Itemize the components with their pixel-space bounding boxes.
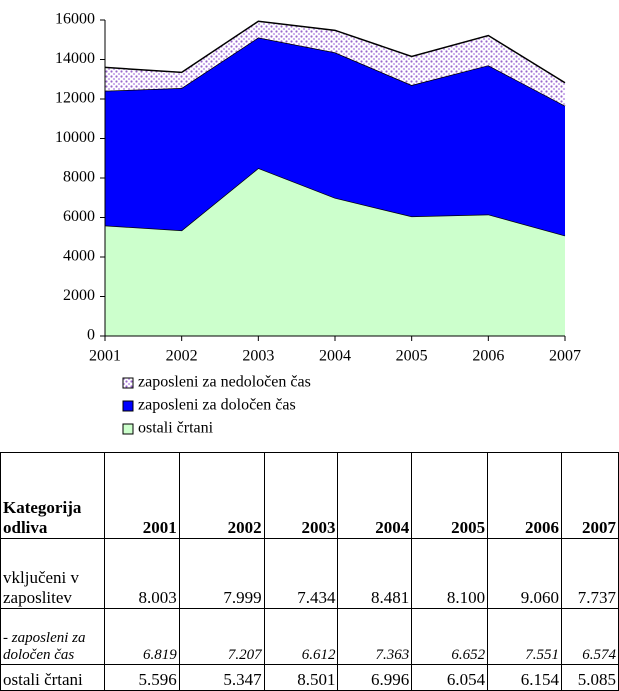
chart: 0 2000 4000 6000 8000 10000 12000 14000 16000 200… <box>55 11 581 437</box>
area <box>105 37 565 236</box>
x-tick-label: 2006 <box>472 348 504 365</box>
cell: 6.612 <box>263 608 339 665</box>
table-row: - zaposleni za določen čas 6.819 7.207 6.61… <box>0 608 619 665</box>
cell: 6.652 <box>411 608 489 665</box>
x-tick-label: 2004 <box>319 348 351 365</box>
cell: 8.481 <box>337 538 413 609</box>
y-tick-label: 6000 <box>63 208 95 225</box>
row-label: ostali črtani <box>0 664 105 691</box>
cell: 7.551 <box>487 608 563 665</box>
cell: 6.154 <box>487 664 563 691</box>
cell: 9.060 <box>487 538 563 609</box>
cell: 5.347 <box>178 664 265 691</box>
x-tick-label: 2007 <box>549 348 581 365</box>
header-cell: 2005 <box>411 452 489 539</box>
x-tick-label: 2005 <box>396 348 428 365</box>
legend-label: zaposleni za nedoločen čas <box>138 374 311 391</box>
cell: 6.996 <box>337 664 413 691</box>
y-tick-label: 8000 <box>63 169 95 186</box>
data-table: Kategorija odliva 2001 2002 2003 2004 2005 200… <box>0 452 619 691</box>
y-tick-label: 16000 <box>55 11 95 28</box>
cell: 6.819 <box>103 608 180 665</box>
cell: 7.363 <box>337 608 413 665</box>
legend-swatch <box>122 377 134 389</box>
cell: 5.596 <box>103 664 180 691</box>
header-cell: 2002 <box>178 452 265 539</box>
header-cell: Kategorija odliva <box>0 452 105 539</box>
y-tick-label: 0 <box>87 327 95 344</box>
y-tick-label: 10000 <box>55 129 95 146</box>
header-cell: 2001 <box>103 452 180 539</box>
legend-label: ostali črtani <box>138 420 214 437</box>
header-cell: 2007 <box>561 452 619 539</box>
cell: 7.434 <box>263 538 339 609</box>
cell: 7.207 <box>178 608 265 665</box>
cell: 8.501 <box>263 664 339 691</box>
cell: 8.003 <box>103 538 180 609</box>
cell: 6.054 <box>411 664 489 691</box>
legend-label: zaposleni za določen čas <box>138 397 296 414</box>
area <box>105 168 565 336</box>
x-tick-label: 2003 <box>242 348 274 365</box>
y-tick-label: 2000 <box>63 287 95 304</box>
x-tick-label: 2002 <box>166 348 198 365</box>
area-edge <box>104 20 566 84</box>
y-tick-label: 4000 <box>63 248 95 265</box>
legend-swatch <box>122 423 134 435</box>
y-tick-label: 12000 <box>55 90 95 107</box>
header-cell: 2003 <box>263 452 339 539</box>
row-label: - zaposleni za določen čas <box>0 608 105 665</box>
table-row: ostali črtani 5.596 5.347 8.501 6.996 6.054 6.… <box>0 664 619 691</box>
header-cell: 2004 <box>337 452 413 539</box>
legend-swatch <box>122 400 134 412</box>
cell: 7.737 <box>561 538 619 609</box>
cell: 5.085 <box>561 664 619 691</box>
cell: 6.574 <box>561 608 619 665</box>
row-label: vključeni v zaposlitev <box>0 538 105 609</box>
x-tick-label: 2001 <box>89 348 121 365</box>
header-cell: 2006 <box>487 452 563 539</box>
table-row: vključeni v zaposlitev 8.003 7.999 7.434 8.4… <box>0 538 619 609</box>
y-tick-label: 14000 <box>55 50 95 67</box>
cell: 7.999 <box>178 538 265 609</box>
area <box>105 21 565 106</box>
cell: 8.100 <box>411 538 489 609</box>
header-row: Kategorija odliva 2001 2002 2003 2004 2005 200… <box>0 452 619 539</box>
